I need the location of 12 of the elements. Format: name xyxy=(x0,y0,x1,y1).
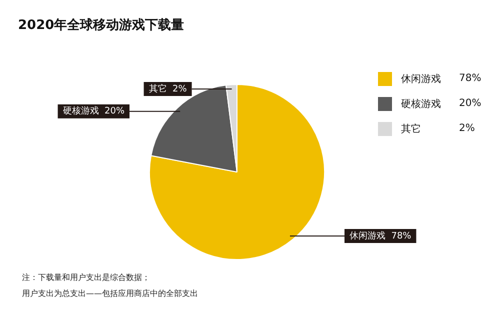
data-label: 78% xyxy=(459,73,482,84)
text: 用户支出为总支出——包括应用商店中的全部支出 xyxy=(22,288,198,300)
category-label: 休闲游戏 78% xyxy=(350,231,412,242)
legend-label: 其它 xyxy=(401,122,422,136)
legend-label: 休闲游戏 xyxy=(401,72,442,86)
chart-title: 2020年全球移动游戏下载量 xyxy=(18,17,184,34)
text: 注：下载量和用户支出是综合数据； xyxy=(22,272,151,284)
data-label: 20% xyxy=(459,98,482,109)
category-label: 硬核游戏 20% xyxy=(62,106,125,117)
category-label: 其它 2% xyxy=(148,84,187,94)
data-label: 2% xyxy=(459,123,475,134)
legend-label: 硬核游戏 xyxy=(401,98,442,110)
